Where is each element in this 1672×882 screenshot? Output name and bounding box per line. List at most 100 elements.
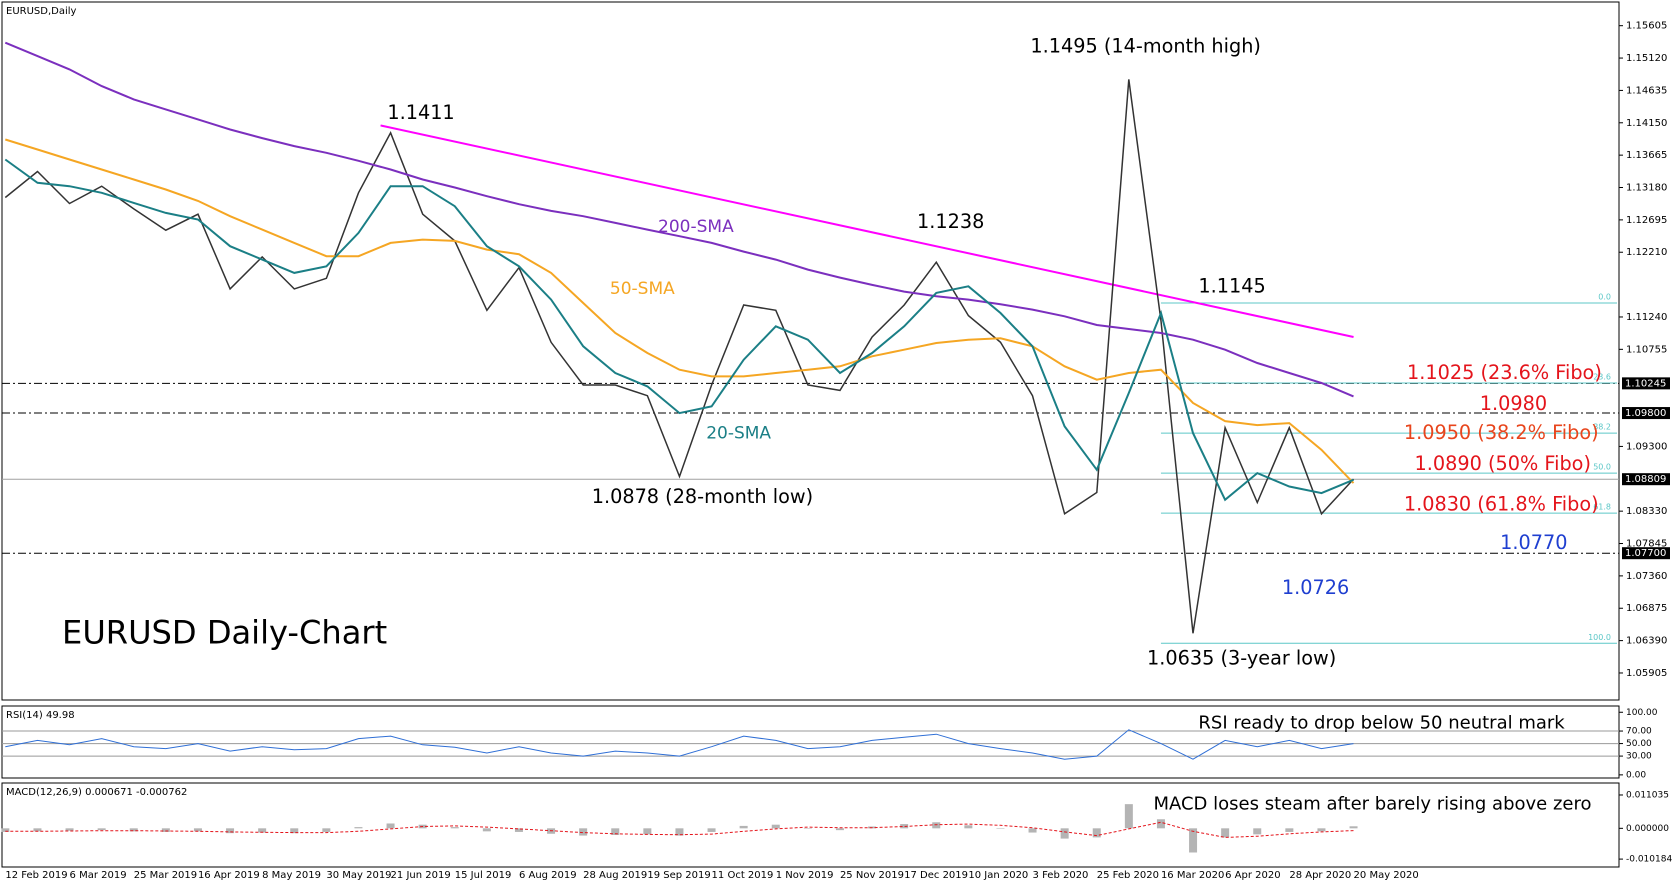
- fibo-label: 23.6: [1593, 373, 1611, 382]
- y-tick-label: 1.10755: [1626, 344, 1667, 355]
- bar: [386, 823, 395, 829]
- series-line: [4, 41, 1354, 398]
- annotation: RSI ready to drop below 50 neutral mark: [1198, 712, 1565, 733]
- bar: [1060, 828, 1069, 839]
- bar: [579, 828, 588, 836]
- x-tick-label: 15 Jul 2019: [455, 870, 512, 881]
- bar: [482, 828, 491, 832]
- annotation: 1.0635 (3-year low): [1147, 647, 1336, 670]
- bar: [964, 825, 973, 829]
- x-tick-label: 10 Jan 2020: [968, 870, 1028, 881]
- y-tick-label: 1.06875: [1626, 603, 1667, 614]
- bar: [835, 828, 844, 831]
- annotation: 1.0726: [1282, 576, 1349, 599]
- y-tick-label: 30.00: [1626, 752, 1652, 762]
- bar: [1092, 828, 1101, 838]
- x-tick-label: 1 Nov 2019: [776, 870, 834, 881]
- y-tick-label: 1.07360: [1626, 571, 1667, 582]
- bar: [1349, 826, 1358, 829]
- x-tick-label: 11 Oct 2019: [712, 870, 774, 881]
- y-tick-label: 0.011035: [1626, 790, 1669, 800]
- fibo-label: 100.0: [1588, 633, 1611, 642]
- bar: [322, 828, 331, 832]
- x-tick-label: 20 May 2020: [1354, 870, 1419, 881]
- bar: [1, 828, 10, 832]
- x-tick-label: 25 Mar 2019: [134, 870, 197, 881]
- bar: [514, 828, 523, 832]
- y-tick-label: 1.09300: [1626, 441, 1667, 452]
- series-line: [5, 729, 1354, 760]
- y-tick-label: 1.06390: [1626, 636, 1667, 647]
- fibo-label: 38.2: [1593, 423, 1611, 432]
- annotation: 1.1145: [1198, 274, 1265, 297]
- fibo-label: 50.0: [1593, 463, 1611, 472]
- x-tick-label: 6 Apr 2020: [1225, 870, 1280, 881]
- bar: [129, 828, 138, 832]
- y-tick-label: 1.07845: [1626, 539, 1667, 550]
- bar: [354, 827, 363, 829]
- annotation: EURUSD Daily-Chart: [62, 614, 387, 652]
- bar: [803, 828, 812, 829]
- bar: [1317, 828, 1326, 832]
- bar: [33, 828, 42, 832]
- y-tick-label: 1.12210: [1626, 247, 1667, 258]
- bar: [996, 828, 1005, 829]
- bar: [1285, 828, 1294, 832]
- y-tick-label: 50.00: [1626, 739, 1652, 749]
- x-tick-label: 25 Nov 2019: [840, 870, 904, 881]
- bar: [193, 828, 202, 832]
- bar: [611, 828, 620, 835]
- series-line: [5, 138, 1355, 484]
- y-tick-label: 1.05905: [1626, 668, 1667, 679]
- y-tick-label: 1.13665: [1626, 150, 1667, 161]
- panel-title: MACD(12,26,9) 0.000671 -0.000762: [6, 787, 187, 798]
- x-tick-label: 28 Apr 2020: [1289, 870, 1351, 881]
- bar: [226, 828, 235, 834]
- x-tick-label: 16 Apr 2019: [198, 870, 260, 881]
- panel: [1, 1, 1620, 701]
- y-tick-label: 0.000000: [1626, 824, 1669, 834]
- panel: [1, 782, 1620, 868]
- x-tick-label: 3 Feb 2020: [1033, 870, 1089, 881]
- y-tick-label: 1.14635: [1626, 85, 1667, 96]
- bar: [161, 828, 170, 832]
- series-label: 20-SMA: [706, 423, 771, 443]
- y-tick-label: 1.15120: [1626, 53, 1667, 64]
- bar: [1156, 819, 1165, 829]
- bar: [739, 825, 748, 829]
- fibo-label: 0.0: [1598, 292, 1611, 301]
- y-tick-label: 1.11240: [1626, 312, 1667, 323]
- annotation: 1.0878 (28-month low): [592, 485, 813, 508]
- x-tick-label: 16 Mar 2020: [1161, 870, 1224, 881]
- price-level-label: 1.07700: [1625, 548, 1666, 559]
- annotation: MACD loses steam after barely rising abo…: [1153, 794, 1591, 815]
- y-tick-label: -0.010184: [1626, 855, 1672, 865]
- bar: [450, 827, 459, 829]
- panel-title: EURUSD,Daily: [6, 6, 77, 17]
- series-line: [4, 79, 1355, 634]
- annotation: 1.1495 (14-month high): [1030, 35, 1261, 58]
- price-level-box: [1622, 407, 1670, 420]
- bar: [643, 828, 652, 835]
- annotation: 1.1411: [387, 101, 454, 124]
- annotation: 1.1238: [917, 210, 984, 233]
- y-tick-label: 1.15605: [1626, 21, 1667, 32]
- price-level-label: 1.09800: [1625, 408, 1666, 419]
- x-tick-label: 21 Jun 2019: [391, 870, 451, 881]
- bar: [675, 828, 684, 836]
- series-label: 50-SMA: [610, 279, 675, 299]
- bar: [1253, 828, 1262, 835]
- annotation: 1.1025 (23.6% Fibo): [1407, 361, 1602, 384]
- price-level-box: [1622, 473, 1670, 486]
- y-tick-label: 0.00: [1626, 770, 1646, 780]
- series-line: [4, 158, 1354, 502]
- x-tick-label: 8 May 2019: [262, 870, 321, 881]
- y-tick-label: 1.08330: [1626, 506, 1667, 517]
- price-level-box: [1622, 377, 1670, 390]
- annotation: 1.0980: [1480, 392, 1547, 415]
- annotation: 1.0950 (38.2% Fibo): [1404, 421, 1599, 444]
- y-tick-label: 1.13180: [1626, 183, 1667, 194]
- x-tick-label: 25 Feb 2020: [1097, 870, 1159, 881]
- bar: [290, 828, 299, 834]
- y-tick-label: 1.14150: [1626, 118, 1667, 129]
